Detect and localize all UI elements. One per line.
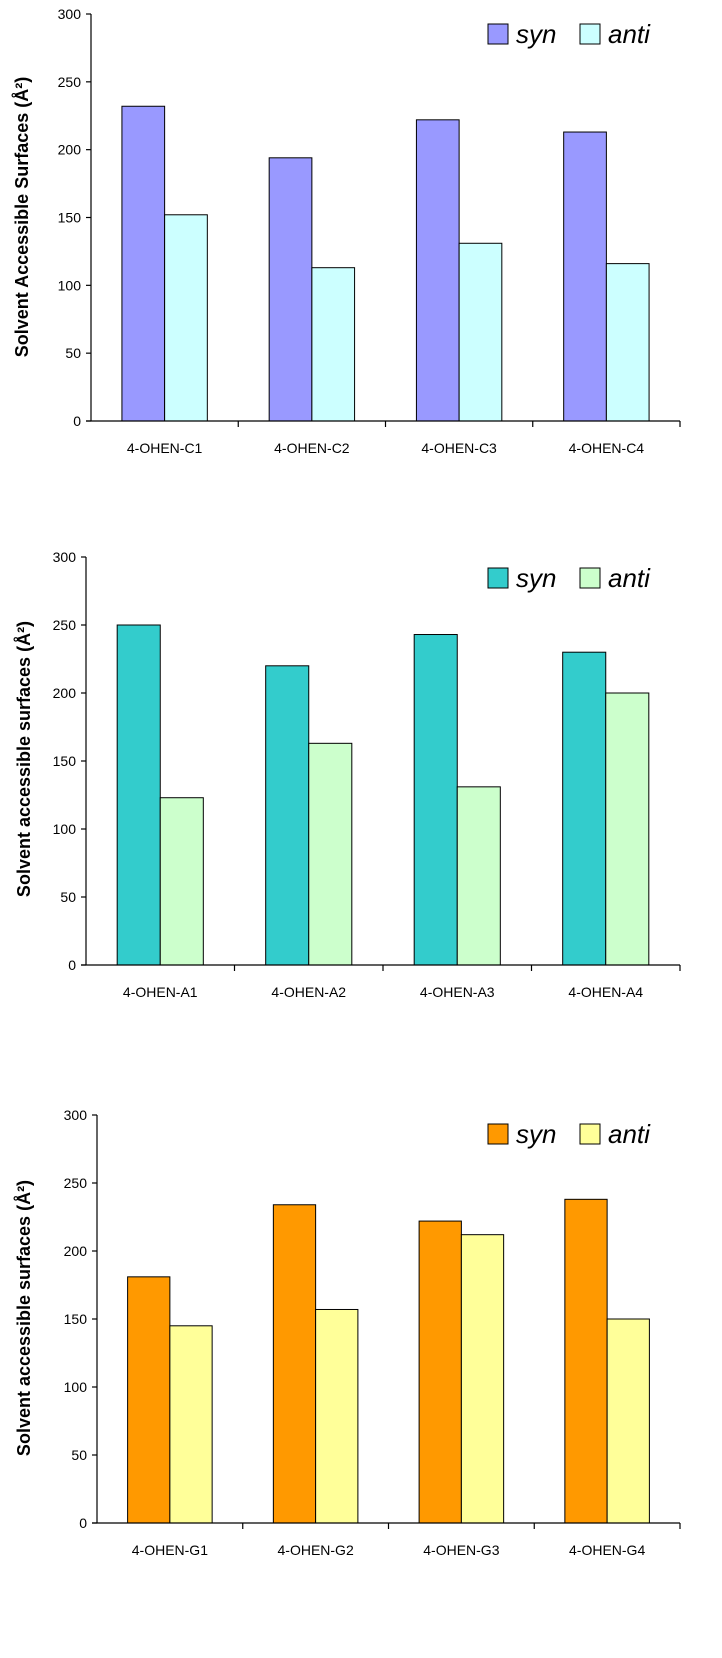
chart-2-xtick-label-4-ohen-a3: 4-OHEN-A3 bbox=[420, 984, 495, 1000]
chart-3-bar-4-ohen-g4-anti bbox=[606, 1318, 650, 1524]
chart-1-bar-4-ohen-c2-syn bbox=[268, 157, 313, 422]
chart-3-ytick-label-0: 0 bbox=[79, 1515, 87, 1531]
chart-1-ytick-label-300: 300 bbox=[58, 6, 82, 22]
chart-2-legend-label-syn: syn bbox=[516, 563, 556, 593]
chart-1-legend-label-anti: anti bbox=[608, 19, 651, 49]
chart-2-xtick-label-4-ohen-a2: 4-OHEN-A2 bbox=[271, 984, 346, 1000]
chart-1-xtick-label-4-ohen-c3: 4-OHEN-C3 bbox=[421, 440, 497, 456]
chart-3-legend-swatch-syn bbox=[487, 1123, 509, 1145]
chart-1-bar-4-ohen-c4-syn bbox=[563, 131, 607, 422]
chart-3-xtick-label-4-ohen-g2: 4-OHEN-G2 bbox=[278, 1542, 354, 1558]
chart-3-ytick-label-150: 150 bbox=[64, 1311, 88, 1327]
chart-2-bar-4-ohen-a4-syn bbox=[562, 651, 607, 966]
chart-3-bar-4-ohen-g2-syn bbox=[272, 1204, 317, 1524]
chart-2-ytick-label-200: 200 bbox=[53, 685, 77, 701]
chart-2-bar-4-ohen-a3-anti bbox=[456, 786, 501, 966]
chart-2-xtick-label-4-ohen-a1: 4-OHEN-A1 bbox=[123, 984, 198, 1000]
chart-2-legend-swatch-anti bbox=[579, 567, 601, 589]
chart-3-ytick-label-100: 100 bbox=[64, 1379, 88, 1395]
chart-2-bar-4-ohen-a2-anti bbox=[308, 742, 353, 966]
chart-1-xtick-label-4-ohen-c2: 4-OHEN-C2 bbox=[274, 440, 350, 456]
chart-1-ytick-label-150: 150 bbox=[58, 210, 82, 226]
chart-1-legend-swatch-anti bbox=[579, 23, 601, 45]
chart-2-y-axis-title: Solvent accessible surfaces (Å²) bbox=[14, 621, 34, 897]
chart-2-ytick-label-0: 0 bbox=[68, 957, 76, 973]
chart-3-bar-4-ohen-g1-anti bbox=[169, 1325, 213, 1524]
chart-3-ytick-label-250: 250 bbox=[64, 1175, 88, 1191]
chart-1-y-axis-title: Solvent Accessible Surfaces (Å²) bbox=[12, 77, 32, 357]
chart-1-bar-4-ohen-c4-anti bbox=[605, 263, 650, 422]
chart-c-series: 0 50 100 150 200 250 300 4-OHEN-C1 4-OHEN-C2 4-OH… bbox=[12, 6, 681, 456]
chart-1-ytick-label-50: 50 bbox=[65, 345, 81, 361]
chart-3-legend-label-anti: anti bbox=[608, 1119, 651, 1149]
chart-1-ytick-label-100: 100 bbox=[58, 277, 82, 293]
chart-1-bar-4-ohen-c3-syn bbox=[415, 119, 460, 422]
chart-3-y-axis-title: Solvent accessible surfaces (Å²) bbox=[14, 1180, 34, 1456]
chart-3-ytick-label-300: 300 bbox=[64, 1107, 88, 1123]
chart-1-bar-4-ohen-c1-syn bbox=[121, 105, 166, 422]
chart-2-bar-4-ohen-a1-syn bbox=[116, 624, 161, 966]
chart-1-ytick-label-0: 0 bbox=[73, 413, 81, 429]
chart-a-series: 0 50 100 150 200 250 300 4-OHEN-A1 4-OHEN-A2 4-OH… bbox=[14, 549, 681, 1000]
chart-2-bar-4-ohen-a4-anti bbox=[605, 692, 650, 966]
chart-2-legend-label-anti: anti bbox=[608, 563, 651, 593]
chart-3-bar-4-ohen-g4-syn bbox=[564, 1198, 608, 1524]
chart-2-legend-swatch-syn bbox=[487, 567, 509, 589]
chart-3-xtick-label-4-ohen-g4: 4-OHEN-G4 bbox=[569, 1542, 645, 1558]
chart-1-legend-label-syn: syn bbox=[516, 19, 556, 49]
chart-2-ytick-label-50: 50 bbox=[60, 889, 76, 905]
chart-2-bar-4-ohen-a1-anti bbox=[159, 797, 204, 966]
chart-1-legend-swatch-syn bbox=[487, 23, 509, 45]
chart-1-bar-4-ohen-c1-anti bbox=[164, 214, 208, 422]
chart-2-ytick-label-150: 150 bbox=[53, 753, 77, 769]
chart-3-bar-4-ohen-g1-syn bbox=[127, 1276, 171, 1524]
chart-2-xtick-label-4-ohen-a4: 4-OHEN-A4 bbox=[568, 984, 643, 1000]
chart-g-series: 0 50 100 150 200 250 300 4-OHEN-G1 4-OHEN-G2 4-OH… bbox=[14, 1107, 681, 1558]
chart-1-bar-4-ohen-c2-anti bbox=[311, 267, 356, 422]
chart-3-bar-4-ohen-g3-syn bbox=[418, 1220, 462, 1524]
chart-2-bar-4-ohen-a3-syn bbox=[413, 634, 458, 966]
chart-2-ytick-label-100: 100 bbox=[53, 821, 77, 837]
chart-3-legend-label-syn: syn bbox=[516, 1119, 556, 1149]
chart-1-xtick-label-4-ohen-c4: 4-OHEN-C4 bbox=[569, 440, 645, 456]
chart-3-bar-4-ohen-g3-anti bbox=[460, 1234, 505, 1524]
chart-1-xtick-label-4-ohen-c1: 4-OHEN-C1 bbox=[127, 440, 203, 456]
chart-3-bar-4-ohen-g2-anti bbox=[315, 1308, 359, 1524]
chart-3-xtick-label-4-ohen-g1: 4-OHEN-G1 bbox=[132, 1542, 208, 1558]
chart-3-legend-swatch-anti bbox=[579, 1123, 601, 1145]
chart-2-ytick-label-300: 300 bbox=[53, 549, 77, 565]
chart-1-ytick-label-200: 200 bbox=[58, 142, 82, 158]
chart-2-bar-4-ohen-a2-syn bbox=[265, 665, 310, 966]
chart-1-bar-4-ohen-c3-anti bbox=[458, 242, 503, 422]
chart-3-ytick-label-200: 200 bbox=[64, 1243, 88, 1259]
chart-1-ytick-label-250: 250 bbox=[58, 74, 82, 90]
chart-3-ytick-label-50: 50 bbox=[71, 1447, 87, 1463]
chart-3-xtick-label-4-ohen-g3: 4-OHEN-G3 bbox=[423, 1542, 499, 1558]
chart-2-ytick-label-250: 250 bbox=[53, 617, 77, 633]
